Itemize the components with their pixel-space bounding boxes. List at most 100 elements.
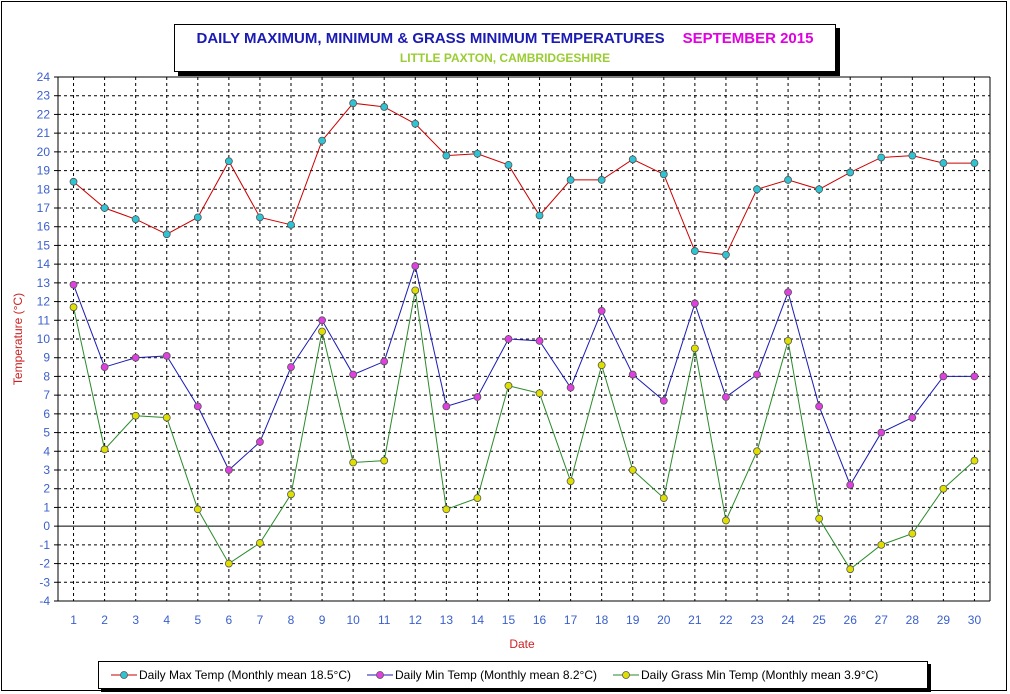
data-point-max	[473, 149, 482, 158]
x-tick-label: 7	[257, 613, 264, 627]
data-point-grass	[131, 411, 140, 420]
y-tick-label: 5	[43, 426, 50, 440]
y-tick-label: 15	[37, 238, 51, 252]
data-point-grass	[193, 505, 202, 514]
data-point-grass	[473, 494, 482, 502]
data-point-max	[193, 213, 202, 222]
x-tick-label: 24	[781, 613, 795, 627]
data-point-max	[908, 151, 917, 160]
data-point-grass	[784, 336, 792, 345]
data-point-max	[784, 176, 792, 184]
x-tick-label: 13	[440, 613, 454, 627]
data-point-grass	[287, 490, 295, 499]
y-tick-label: 2	[43, 482, 50, 496]
data-point-min	[131, 353, 140, 362]
data-point-min	[349, 370, 358, 379]
y-tick-label: 14	[37, 257, 51, 271]
y-tick-label: 12	[37, 295, 51, 309]
data-point-grass	[659, 494, 668, 502]
series-max	[69, 99, 979, 259]
data-point-max	[659, 170, 668, 179]
data-point-max	[970, 159, 979, 167]
data-point-max	[442, 151, 451, 160]
y-tick-label: 24	[37, 70, 51, 84]
axes	[54, 76, 991, 602]
x-tick-label: 26	[844, 613, 858, 627]
y-tick-label: 0	[43, 519, 50, 533]
data-point-max	[349, 99, 358, 108]
data-point-max	[256, 213, 264, 222]
legend: Daily Max Temp (Monthly mean 18.5°C) Dai…	[98, 661, 928, 689]
data-point-grass	[690, 344, 699, 353]
data-point-min	[970, 372, 979, 381]
data-point-min	[753, 370, 761, 379]
y-tick-label: 7	[43, 388, 50, 402]
data-point-max	[753, 185, 761, 194]
series-line-min	[73, 264, 975, 487]
x-tick-label: 15	[502, 613, 516, 627]
data-point-min	[162, 351, 171, 360]
x-tick-label: 16	[533, 613, 547, 627]
data-point-grass	[349, 458, 358, 467]
x-tick-label: 20	[657, 613, 671, 627]
data-point-max	[287, 220, 295, 229]
series-grass	[69, 286, 979, 574]
data-point-grass	[318, 327, 326, 336]
y-tick-label: 1	[43, 500, 50, 514]
y-tick-label: 3	[43, 463, 50, 477]
x-tick-label: 11	[378, 613, 391, 627]
data-series	[69, 99, 979, 574]
data-point-max	[939, 159, 948, 167]
data-point-max	[69, 177, 78, 186]
data-point-max	[100, 204, 109, 212]
data-point-grass	[939, 484, 948, 493]
data-point-min	[722, 393, 730, 401]
y-axis-label: Temperature (°C)	[11, 293, 25, 385]
data-point-min	[69, 280, 78, 289]
y-tick-label: 21	[37, 126, 51, 140]
data-point-grass	[100, 445, 109, 454]
x-tick-labels: 1 2 3 4 5 6 7 8 9 10 11 12 13 14 15 16 17 18 19 20 21 22 23 24 2…	[70, 613, 981, 627]
data-point-min	[908, 413, 917, 422]
x-tick-label: 21	[688, 613, 702, 627]
data-point-grass	[628, 466, 637, 474]
x-tick-label: 17	[564, 613, 578, 627]
legend-label-min: Daily Min Temp (Monthly mean 8.2°C)	[395, 668, 597, 682]
y-tick-label: -4	[39, 594, 50, 608]
data-point-min	[628, 370, 637, 379]
y-tick-label: -2	[39, 557, 50, 571]
data-point-min	[597, 307, 606, 315]
x-axis-label: Date	[509, 637, 535, 651]
series-line-grass	[73, 290, 975, 570]
data-point-grass	[380, 456, 389, 465]
x-tick-label: 2	[101, 613, 108, 627]
data-point-grass	[69, 303, 78, 312]
data-point-max	[162, 230, 171, 239]
y-tick-label: 13	[37, 276, 51, 290]
y-tick-label: -3	[39, 575, 50, 589]
x-tick-label: 30	[968, 613, 982, 627]
data-point-grass	[970, 456, 979, 465]
data-point-min	[287, 363, 295, 371]
x-tick-label: 3	[132, 613, 139, 627]
chart-subtitle: LITTLE PAXTON, CAMBRIDGESHIRE	[399, 51, 611, 65]
data-point-max	[224, 157, 233, 166]
data-point-min	[784, 288, 792, 297]
legend-marker-max	[111, 671, 137, 679]
x-tick-label: 29	[937, 613, 951, 627]
data-point-min	[411, 262, 420, 270]
data-point-grass	[411, 286, 420, 295]
x-tick-label: 18	[595, 613, 609, 627]
legend-item-min: Daily Min Temp (Monthly mean 8.2°C)	[365, 668, 597, 682]
y-tick-label: 10	[37, 332, 51, 346]
data-point-min	[256, 438, 264, 446]
y-tick-label: 9	[43, 351, 50, 365]
data-point-grass	[566, 477, 575, 486]
data-point-max	[722, 250, 730, 259]
data-point-max	[628, 155, 637, 164]
y-tick-label: 4	[43, 444, 50, 458]
x-tick-label: 27	[875, 613, 889, 627]
x-tick-label: 12	[409, 613, 423, 627]
